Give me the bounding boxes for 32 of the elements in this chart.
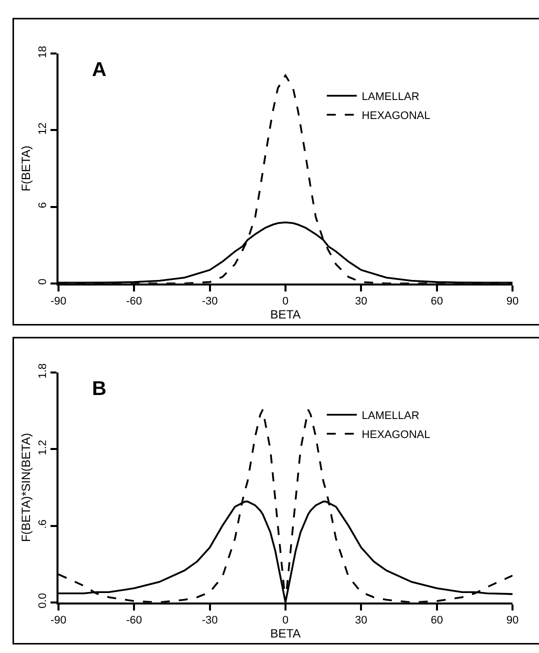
y-tick-label: 18 [37, 46, 49, 58]
y-axis-title: F(BETA) [18, 146, 33, 192]
x-tick-label: 30 [355, 614, 368, 627]
y-axis-title: F(BETA)*SIN(BETA) [18, 433, 33, 542]
x-tick-label: 0 [282, 296, 289, 308]
y-tick-label: 6 [37, 202, 49, 208]
x-tick-label: 30 [355, 296, 368, 308]
x-tick-label: 60 [430, 296, 443, 308]
x-tick-label: -60 [126, 614, 142, 627]
y-tick-label: 1.8 [37, 363, 49, 379]
x-tick-label: 60 [430, 614, 443, 627]
x-tick-label: -30 [202, 614, 218, 627]
x-tick-label: 90 [506, 296, 519, 308]
x-tick-label: -60 [126, 296, 142, 308]
annotation: A [92, 59, 106, 81]
y-tick-label: .6 [37, 520, 49, 529]
x-tick-label: -90 [50, 614, 66, 627]
x-tick-label: -90 [50, 296, 66, 308]
legend-label: LAMELLAR [362, 410, 420, 422]
x-tick-label: 0 [282, 614, 289, 627]
y-tick-label: 1.2 [37, 440, 49, 456]
x-tick-label: -30 [202, 296, 218, 308]
y-tick-label: 0 [37, 278, 49, 285]
x-axis-title: BETA [270, 626, 301, 641]
legend-label: LAMELLAR [362, 91, 420, 104]
x-tick-label: 90 [506, 614, 519, 627]
annotation: B [92, 378, 106, 400]
x-axis-title: BETA [270, 308, 301, 322]
y-tick-label: 12 [37, 122, 49, 135]
y-tick-label: 0.0 [37, 593, 49, 608]
legend-label: HEXAGONAL [362, 429, 430, 442]
legend-label: HEXAGONAL [362, 110, 430, 122]
